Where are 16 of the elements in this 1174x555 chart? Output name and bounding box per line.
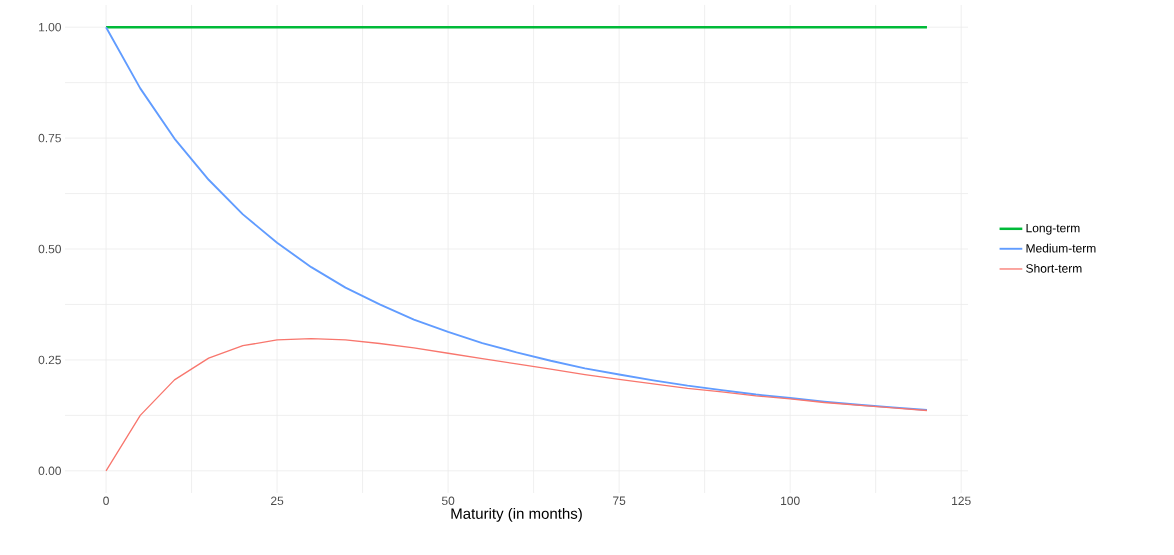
y-tick-label: 0.00	[38, 466, 62, 476]
legend-label: Medium-term	[1026, 243, 1096, 253]
y-tick-label: 0.75	[38, 133, 61, 143]
x-tick-label: 25	[271, 496, 284, 506]
y-tick-label: 1.00	[39, 22, 62, 32]
x-axis-title: Maturity (in months)	[451, 507, 582, 522]
legend-label: Long-term	[1026, 223, 1080, 235]
x-tick-label: 0	[103, 496, 109, 506]
y-tick-label: 0.50	[38, 244, 62, 254]
x-tick-label: 125	[952, 496, 971, 506]
line-series	[105, 26, 928, 411]
y-tick-label: 0.25	[38, 355, 61, 365]
legend-label: Short-term	[1026, 263, 1082, 273]
x-tick-label: 50	[441, 496, 455, 506]
x-tick-label: 100	[781, 496, 800, 506]
x-tick-label: 75	[613, 496, 626, 505]
